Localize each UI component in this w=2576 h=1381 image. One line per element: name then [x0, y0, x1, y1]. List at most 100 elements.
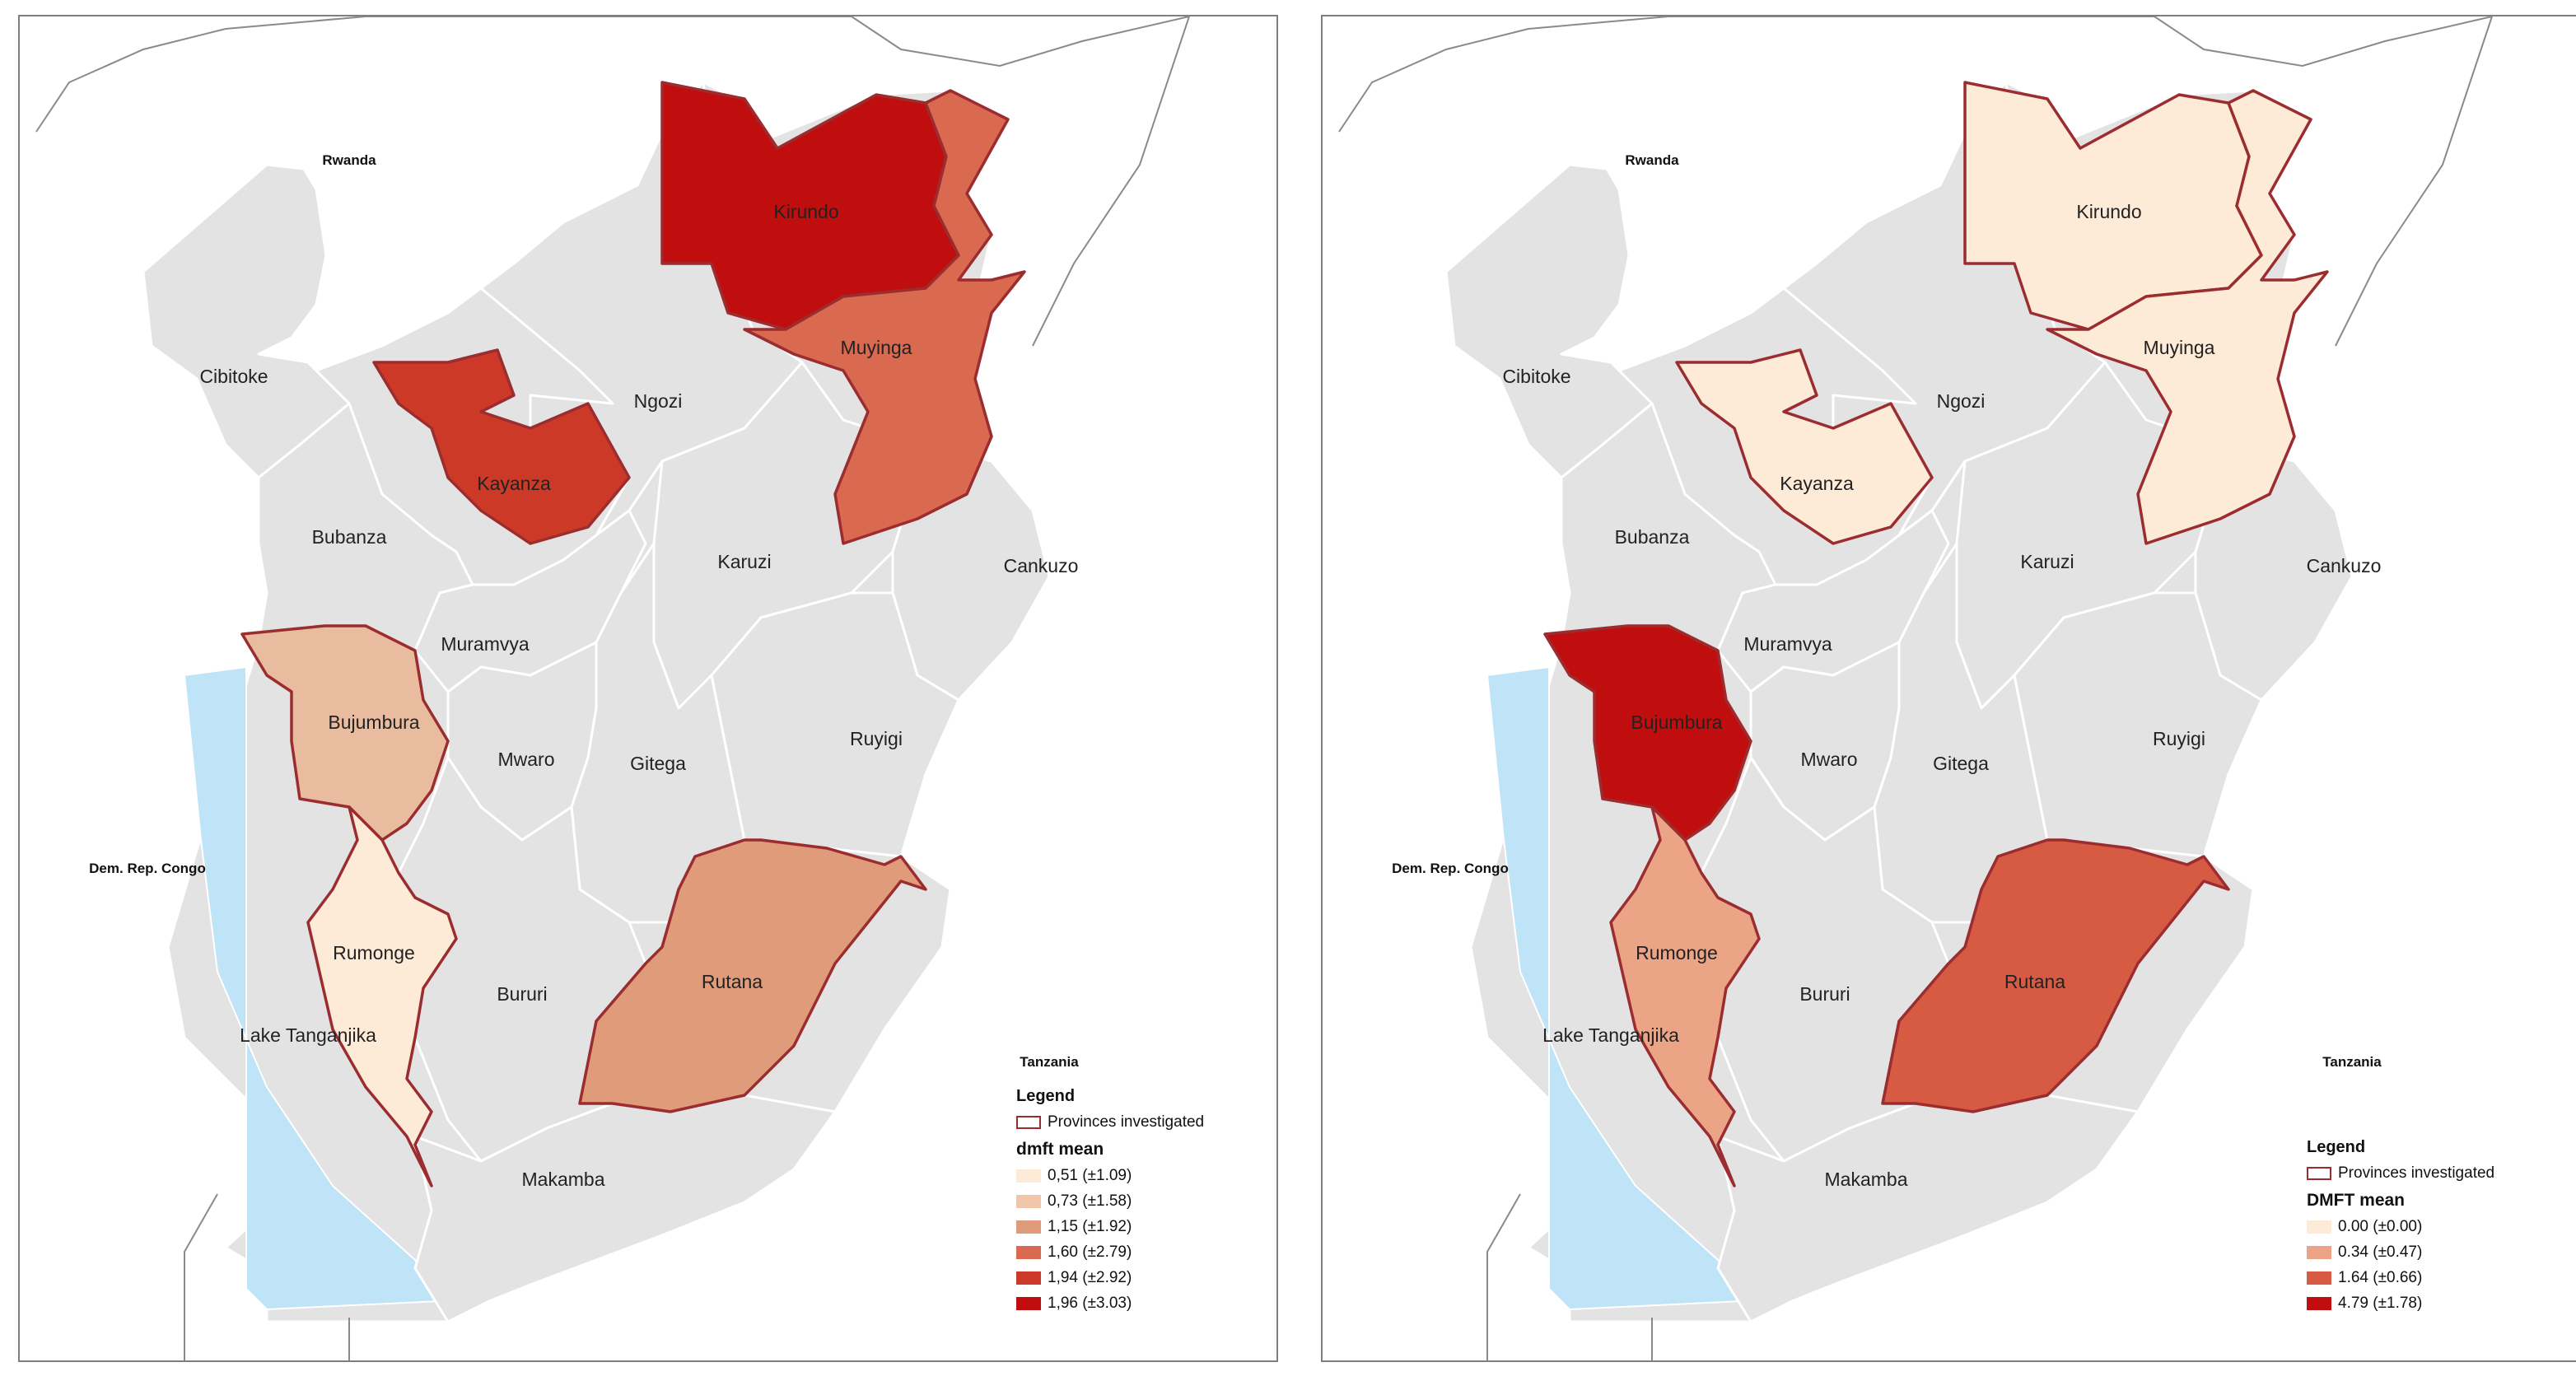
legend-class-swatch	[2307, 1296, 2331, 1310]
map-svg: Cibitoke Bubanza Ngozi Karuzi Cankuzo Muramvy…	[35, 16, 1190, 1360]
map-panel-DMFT: Cibitoke Bubanza Ngozi Karuzi Cankuzo Muramvy…	[1321, 15, 2576, 1362]
province-label-bujumbura: Bujumbura	[1631, 711, 1722, 733]
province-makamba	[413, 1094, 837, 1323]
province-label-cibitoke: Cibitoke	[199, 366, 268, 387]
province-label-ngozi: Ngozi	[634, 390, 683, 412]
legend-class-swatch	[2307, 1220, 2331, 1234]
border-drc	[184, 1193, 218, 1360]
lake-label: Lake Tanganjika	[240, 1024, 376, 1046]
legend-class-entry: 0,51 (±1.09)	[1016, 1163, 1204, 1188]
province-rutana	[1881, 838, 2230, 1113]
province-makamba	[1716, 1094, 2140, 1323]
legend-class-entry: 0.34 (±0.47)	[2307, 1239, 2494, 1265]
legend-outline-entry: Provinces investigated	[1016, 1109, 1204, 1135]
province-label-muramvya: Muramvya	[441, 633, 530, 655]
province-label-muyinga: Muyinga	[841, 337, 912, 358]
province-label-cibitoke: Cibitoke	[1502, 366, 1570, 387]
province-label-rutana: Rutana	[2004, 971, 2065, 992]
legend-outline-label: Provinces investigated	[1048, 1113, 1205, 1131]
province-bujumbura	[1543, 624, 1752, 842]
province-label-rumonge: Rumonge	[333, 942, 415, 963]
legend-class-label: 4.79 (±1.78)	[2338, 1294, 2423, 1312]
legend-class-swatch	[1016, 1169, 1041, 1183]
legend-class-entry: 4.79 (±1.78)	[2307, 1290, 2494, 1316]
province-rumonge	[1609, 805, 1761, 1187]
province-label-bujumbura: Bujumbura	[328, 711, 419, 733]
province-label-kayanza: Kayanza	[1780, 473, 1854, 494]
province-rutana	[578, 838, 927, 1113]
legend-class-entry: 1,60 (±2.79)	[1016, 1239, 1204, 1265]
legend-class-label: 0,73 (±1.58)	[1048, 1192, 1132, 1210]
legend-class-entry: 1.64 (±0.66)	[2307, 1265, 2494, 1290]
province-rumonge	[306, 805, 458, 1187]
province-label-cankuzo: Cankuzo	[1004, 555, 1079, 576]
province-label-gitega: Gitega	[1933, 753, 1989, 774]
border-rwanda	[1338, 16, 2493, 133]
legend-class-label: 1.64 (±0.66)	[2338, 1268, 2423, 1286]
province-label-cankuzo: Cankuzo	[2307, 555, 2382, 576]
legend-outline-label: Provinces investigated	[2338, 1164, 2495, 1182]
border-drc	[1486, 1193, 1521, 1360]
legend-class-entry: 1,96 (±3.03)	[1016, 1290, 1204, 1316]
province-cibitoke	[1444, 163, 1654, 479]
legend-outline-swatch	[2307, 1166, 2331, 1180]
legend-class-swatch	[1016, 1194, 1041, 1208]
legend-class-entry: 1,94 (±2.92)	[1016, 1265, 1204, 1290]
province-label-karuzi: Karuzi	[2020, 551, 2074, 572]
province-label-mwaro: Mwaro	[1800, 749, 1857, 770]
province-label-mwaro: Mwaro	[497, 749, 554, 770]
province-label-kayanza: Kayanza	[477, 473, 551, 494]
legend: Legend Provinces investigated DMFT mean 0.0…	[2307, 1138, 2494, 1316]
province-bujumbura	[240, 624, 450, 842]
legend: Legend Provinces investigated dmft mean 0,5…	[1016, 1087, 1204, 1316]
province-label-kirundo: Kirundo	[2076, 201, 2141, 222]
border-rwanda	[35, 16, 1190, 133]
province-muyinga	[2046, 89, 2329, 545]
legend-class-entry: 1,15 (±1.92)	[1016, 1214, 1204, 1239]
province-label-ngozi: Ngozi	[1937, 390, 1986, 412]
country-label-0: Rwanda	[1625, 152, 1679, 168]
lake-tanganjika	[183, 665, 441, 1311]
legend-measure-title: dmft mean	[1016, 1140, 1104, 1159]
province-label-bubanza: Bubanza	[1615, 526, 1690, 548]
legend-class-swatch	[1016, 1296, 1041, 1310]
legend-class-label: 1,15 (±1.92)	[1048, 1217, 1132, 1235]
legend-class-entry: 0.00 (±0.00)	[2307, 1214, 2494, 1239]
province-cibitoke	[142, 163, 351, 479]
legend-outline-entry: Provinces investigated	[2307, 1160, 2494, 1186]
border-tanzania	[1032, 16, 1190, 347]
legend-class-entry: 0,73 (±1.58)	[1016, 1188, 1204, 1214]
province-label-muyinga: Muyinga	[2144, 337, 2215, 358]
legend-class-swatch	[1016, 1271, 1041, 1285]
province-label-karuzi: Karuzi	[717, 551, 771, 572]
legend-class-label: 1,96 (±3.03)	[1048, 1294, 1132, 1312]
map-svg: Cibitoke Bubanza Ngozi Karuzi Cankuzo Muramvy…	[1338, 16, 2493, 1360]
province-kayanza	[1675, 348, 1934, 545]
border-tanzania	[2335, 16, 2493, 347]
legend-class-swatch	[1016, 1220, 1041, 1234]
legend-class-label: 1,60 (±2.79)	[1048, 1243, 1132, 1261]
country-label-2: Tanzania	[2322, 1054, 2382, 1070]
legend-class-swatch	[2307, 1245, 2331, 1259]
province-label-muramvya: Muramvya	[1743, 633, 1832, 655]
province-kayanza	[372, 348, 631, 545]
legend-class-label: 0.00 (±0.00)	[2338, 1217, 2423, 1235]
legend-class-label: 0.34 (±0.47)	[2338, 1243, 2423, 1261]
lake-label: Lake Tanganjika	[1542, 1024, 1679, 1046]
province-label-makamba: Makamba	[1825, 1169, 1908, 1190]
legend-class-swatch	[1016, 1245, 1041, 1259]
country-label-2: Tanzania	[1020, 1054, 1079, 1070]
country-label-1: Dem. Rep. Congo	[1392, 861, 1509, 876]
province-label-rutana: Rutana	[702, 971, 763, 992]
country-label-0: Rwanda	[322, 152, 376, 168]
province-label-bururi: Bururi	[497, 983, 547, 1005]
legend-outline-swatch	[1016, 1115, 1041, 1129]
country-label-1: Dem. Rep. Congo	[89, 861, 206, 876]
legend-class-label: 0,51 (±1.09)	[1048, 1166, 1132, 1184]
legend-class-label: 1,94 (±2.92)	[1048, 1268, 1132, 1286]
lake-tanganjika	[1486, 665, 1744, 1311]
map-panel-dmft: Cibitoke Bubanza Ngozi Karuzi Cankuzo Muramvy…	[18, 15, 1278, 1362]
legend-title: Legend	[1016, 1087, 1076, 1105]
province-label-makamba: Makamba	[522, 1169, 605, 1190]
province-muyinga	[743, 89, 1026, 545]
